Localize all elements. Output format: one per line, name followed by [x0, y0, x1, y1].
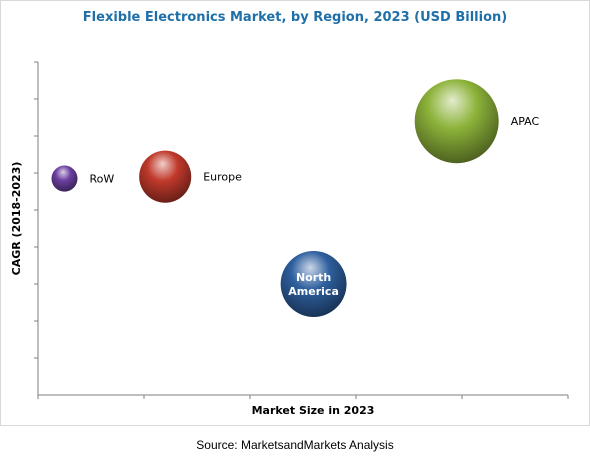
bubble-label-europe: Europe [203, 171, 242, 184]
chart-frame [0, 0, 590, 426]
bubble-label-north-america: North America [288, 271, 339, 298]
axes [34, 61, 569, 399]
bubble-north-america [280, 251, 347, 317]
bubbles: RoW Europe North America APAC [51, 79, 539, 317]
y-axis-label: CAGR (2018-2023) [10, 162, 23, 276]
chart-title: Flexible Electronics Market, by Region, … [82, 10, 508, 25]
bubble-label-row: RoW [90, 173, 115, 186]
source-note: Source: MarketsandMarkets Analysis [196, 438, 394, 452]
bubble-europe [139, 150, 192, 203]
bubble-apac [414, 79, 499, 164]
bubble-row [51, 165, 78, 192]
x-axis-label: Market Size in 2023 [252, 404, 375, 417]
bubble-label-apac: APAC [511, 115, 540, 128]
bubble-chart: RoW Europe North America APAC Market Size in… [10, 61, 569, 417]
